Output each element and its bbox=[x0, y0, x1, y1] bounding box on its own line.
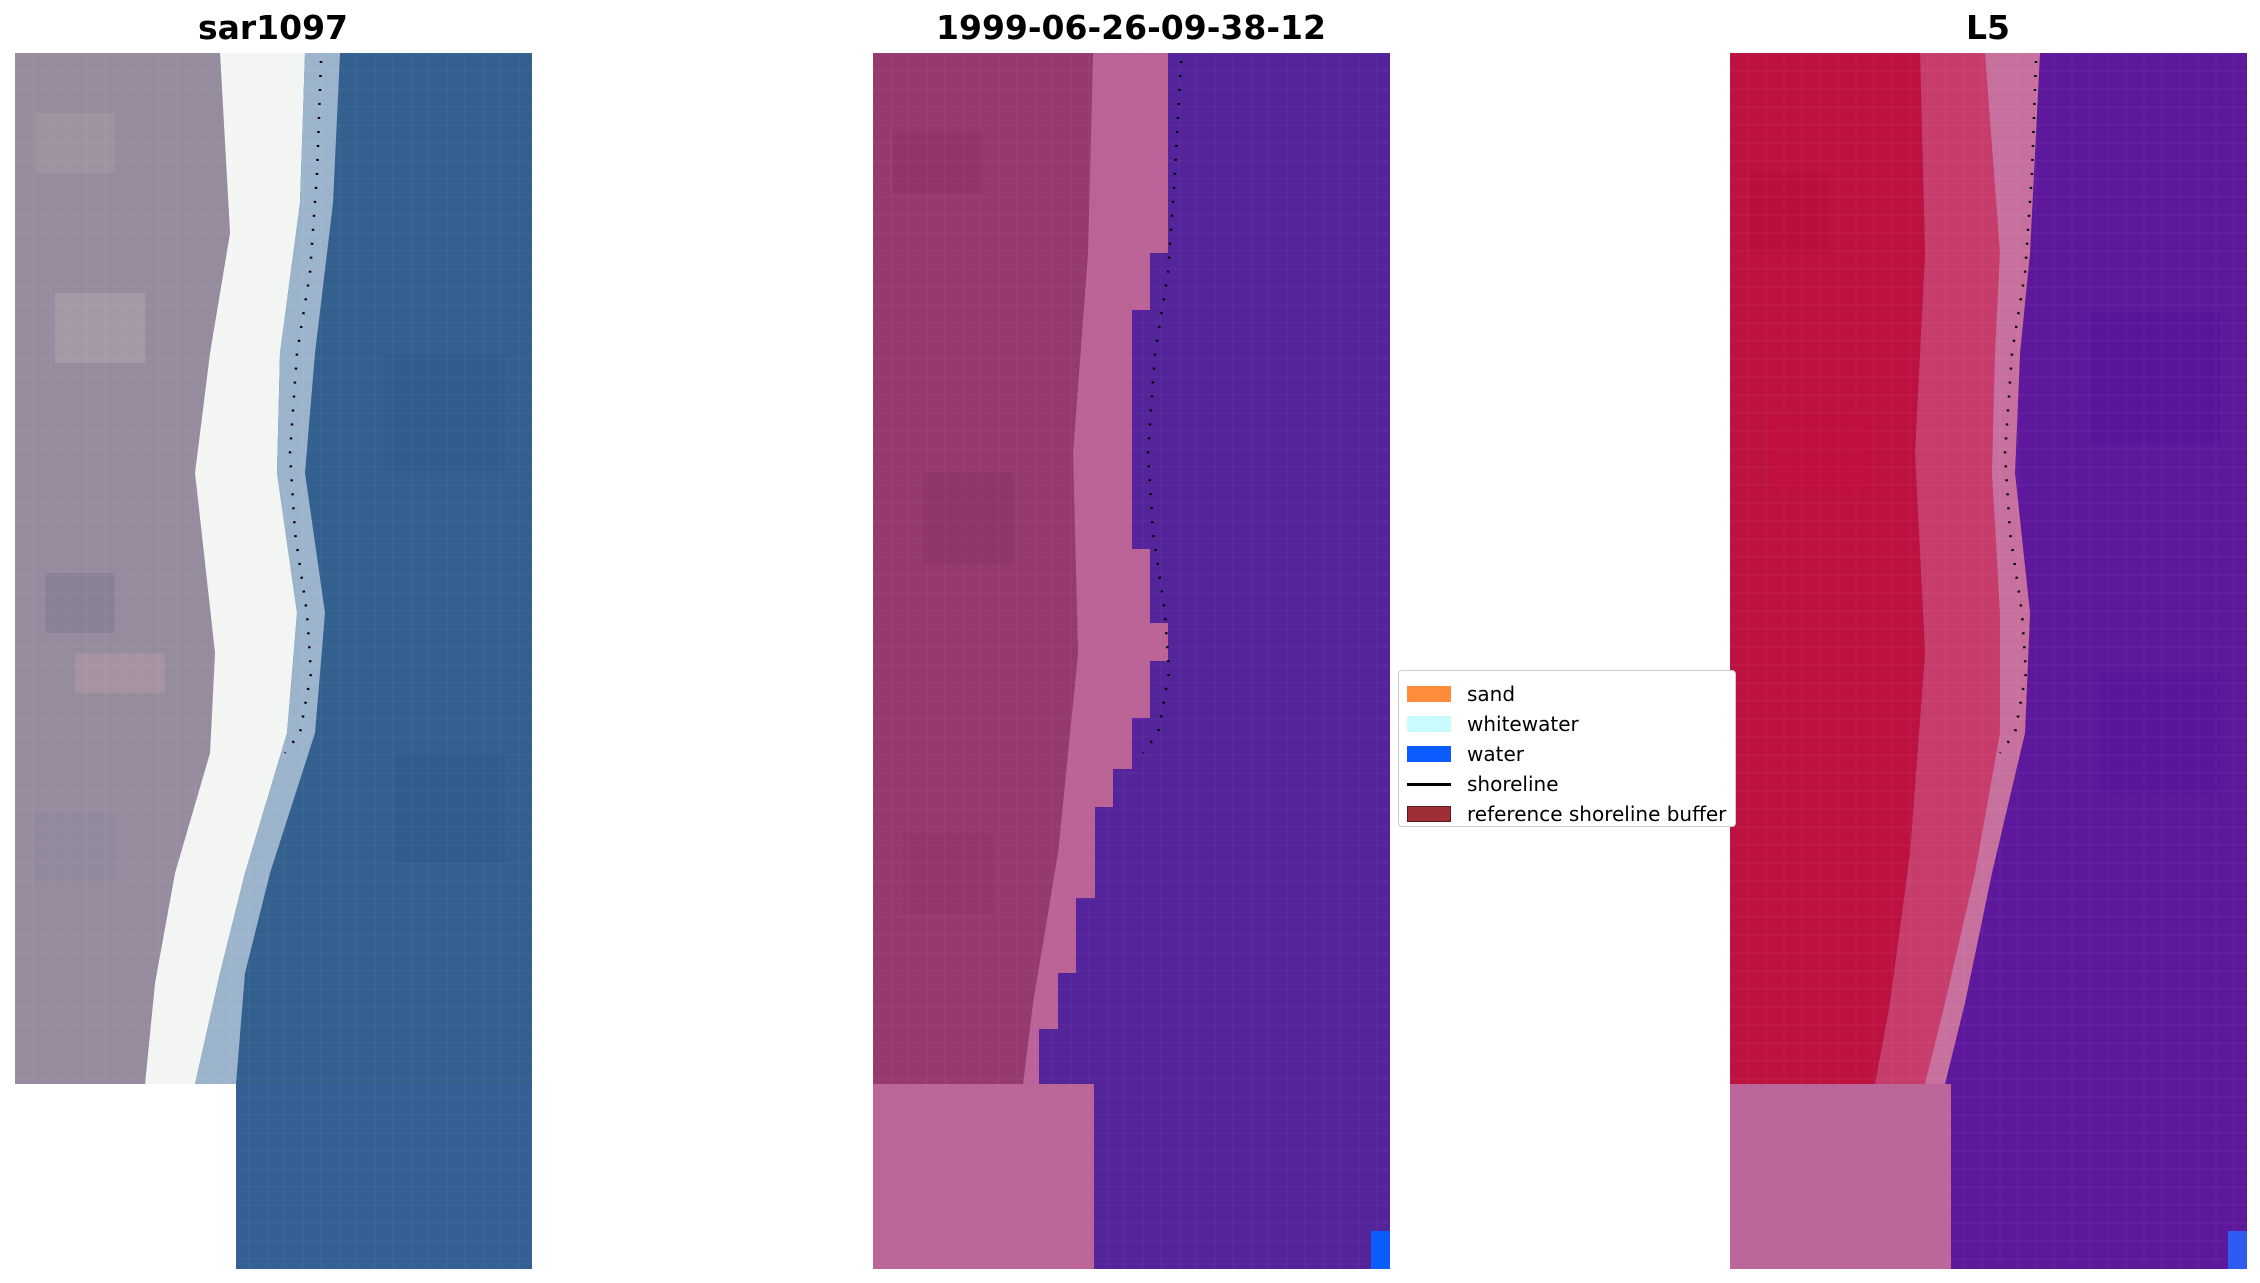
rgb-image bbox=[15, 53, 532, 1269]
legend-swatch-sand bbox=[1407, 686, 1451, 702]
rgb-image-panel bbox=[15, 53, 532, 1269]
panel-title-index: L5 bbox=[1966, 8, 2010, 47]
shoreline-line bbox=[1142, 60, 1183, 754]
panel-title-classified: 1999-06-26-09-38-12 bbox=[936, 8, 1326, 47]
water-pixel bbox=[2228, 1231, 2247, 1269]
legend-label-water: water bbox=[1467, 742, 1524, 766]
index-image bbox=[1730, 53, 2247, 1269]
legend-label-shoreline: shoreline bbox=[1467, 772, 1559, 796]
panel-title-rgb: sar1097 bbox=[197, 8, 349, 47]
legend-item-whitewater: whitewater bbox=[1407, 710, 1579, 738]
water-pixel bbox=[1371, 1231, 1390, 1269]
legend-swatch-whitewater bbox=[1407, 716, 1451, 732]
legend-swatch-water bbox=[1407, 746, 1451, 762]
shoreline-line bbox=[284, 60, 323, 754]
shoreline-line bbox=[1999, 60, 2038, 754]
legend: sand whitewater water shoreline referenc… bbox=[1398, 670, 1736, 827]
legend-line-shoreline bbox=[1407, 782, 1451, 786]
legend-item-water: water bbox=[1407, 740, 1524, 768]
legend-item-sand: sand bbox=[1407, 680, 1515, 708]
legend-item-reference-buffer: reference shoreline buffer bbox=[1407, 800, 1727, 826]
legend-label-sand: sand bbox=[1467, 682, 1516, 706]
index-image-panel bbox=[1730, 53, 2247, 1269]
legend-label-reference-buffer: reference shoreline buffer bbox=[1467, 802, 1727, 826]
classified-image-panel bbox=[873, 53, 1390, 1269]
legend-swatch-reference-buffer bbox=[1407, 806, 1451, 822]
legend-item-shoreline: shoreline bbox=[1407, 770, 1559, 798]
classified-image bbox=[873, 53, 1390, 1269]
legend-label-whitewater: whitewater bbox=[1467, 712, 1579, 736]
